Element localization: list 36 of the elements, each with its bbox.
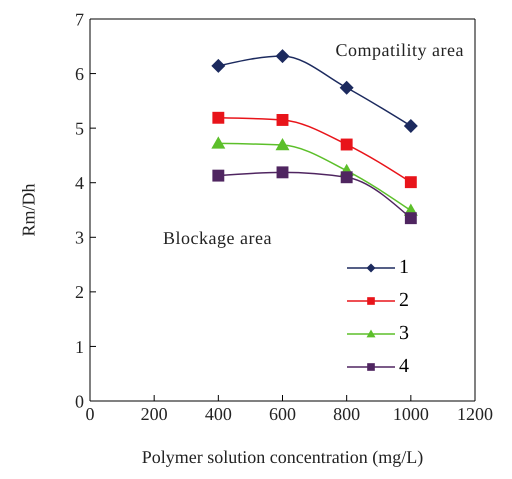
point	[404, 118, 418, 133]
point	[404, 212, 417, 224]
x-tick-label: 800	[333, 404, 360, 424]
y-tick-label: 7	[75, 9, 84, 30]
x-tick-label: 1000	[392, 404, 429, 424]
x-tick-label: 200	[140, 404, 168, 424]
y-tick-label: 3	[75, 228, 84, 248]
y-tick-label: 0	[75, 391, 84, 412]
annotation: Compatility area	[336, 40, 464, 61]
legend-label: 1	[399, 256, 409, 279]
x-tick-label: 600	[269, 404, 296, 424]
point	[340, 80, 354, 95]
point	[211, 136, 226, 149]
y-tick-label: 2	[75, 282, 84, 302]
x-tick-label: 1200	[457, 404, 493, 424]
point	[212, 170, 224, 182]
point	[404, 176, 417, 188]
x-axis-title: Polymer solution concentration (mg/L)	[142, 447, 424, 467]
y-tick-label: 4	[75, 173, 84, 194]
y-tick-label: 5	[75, 118, 84, 139]
x-tick-label: 400	[204, 404, 232, 424]
legend-label: 2	[399, 289, 409, 312]
point	[276, 166, 288, 178]
point	[276, 138, 290, 150]
y-tick-label: 6	[75, 64, 84, 84]
point	[276, 49, 290, 64]
legend-label: 3	[399, 322, 409, 345]
point	[340, 138, 353, 150]
y-axis-title: Rm/Dh	[18, 183, 38, 237]
legend-label: 4	[399, 355, 409, 378]
annotation: Blockage area	[163, 228, 272, 249]
point	[276, 114, 288, 126]
y-tick-label: 1	[75, 336, 84, 357]
point	[340, 171, 353, 184]
point	[211, 58, 226, 73]
point	[212, 112, 224, 124]
